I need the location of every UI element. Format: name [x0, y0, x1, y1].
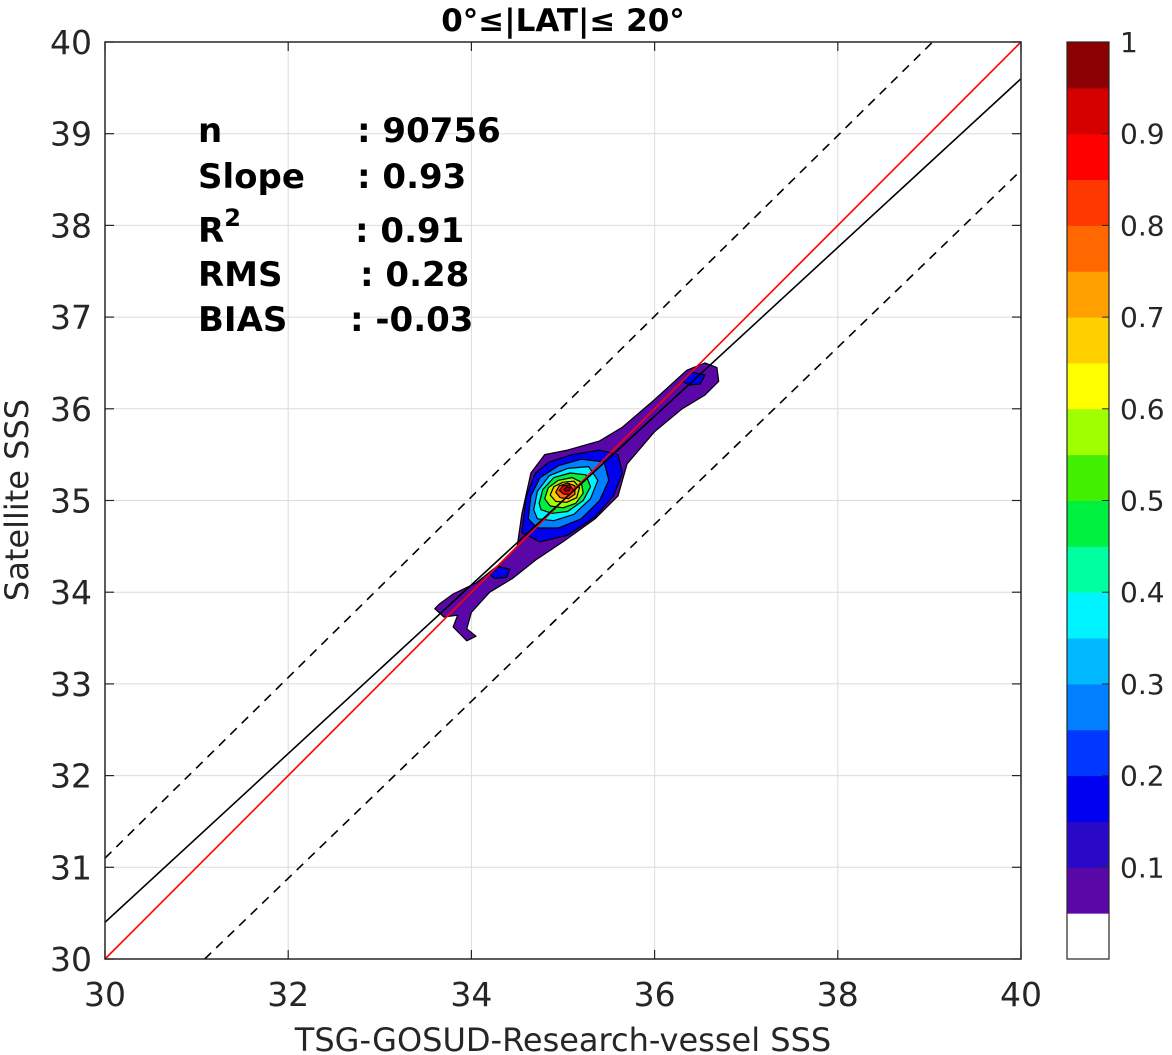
upper-line — [104, 41, 934, 859]
x-tick-label: 38 — [817, 975, 859, 1014]
colorbar-segment — [1067, 775, 1109, 822]
y-tick-label: 32 — [50, 757, 92, 796]
x-tick-label: 32 — [267, 975, 309, 1014]
x-tick-label: 34 — [450, 975, 492, 1014]
contour-layer — [434, 362, 720, 642]
colorbar-segment — [1067, 225, 1109, 272]
colorbar-segment — [1067, 729, 1109, 777]
stat-value: : 0.91 — [355, 211, 464, 251]
colorbar-tick-label: 0.2 — [1120, 760, 1165, 793]
colorbar-segment — [1067, 454, 1109, 501]
y-tick-label: 33 — [50, 665, 92, 704]
stat-value: : 90756 — [357, 111, 501, 151]
x-tick-label: 36 — [634, 975, 676, 1014]
colorbar-segment — [1067, 42, 1109, 89]
stat-label-superscript: 2 — [224, 204, 241, 232]
chart-title: 0°≤|LAT|≤ 20° — [441, 3, 685, 39]
colorbar-tick-label: 0.7 — [1120, 301, 1165, 334]
colorbar-segment — [1067, 592, 1109, 639]
y-tick-label: 40 — [50, 23, 92, 62]
colorbar-segment — [1067, 179, 1109, 226]
colorbar-segment — [1067, 913, 1109, 960]
colorbar-segment — [1067, 317, 1109, 364]
stat-label: Slope — [198, 157, 305, 197]
colorbar-segment — [1067, 133, 1109, 181]
y-tick-labels: 30 31 32 33 34 35 36 37 38 39 40 — [50, 23, 92, 979]
colorbar-segment — [1067, 683, 1109, 731]
stat-value: : -0.03 — [350, 300, 473, 340]
colorbar-segment — [1067, 500, 1109, 547]
x-tick-label: 40 — [1000, 975, 1042, 1014]
lower-line — [204, 169, 1022, 960]
contour-level-0.95 — [563, 486, 571, 492]
y-tick-label: 37 — [50, 298, 92, 337]
colorbar — [1066, 41, 1110, 960]
y-tick-label: 38 — [50, 206, 92, 245]
stat-label: BIAS — [198, 300, 287, 340]
stat-label: RMS — [198, 255, 283, 295]
colorbar-segment — [1067, 408, 1109, 456]
fit-line — [104, 78, 1022, 923]
y-axis-label: Satellite SSS — [0, 399, 36, 601]
y-tick-label: 34 — [50, 573, 92, 612]
x-tick-label: 30 — [84, 975, 126, 1014]
y-tick-label: 39 — [50, 115, 92, 154]
contour-level-0.15 — [489, 565, 511, 579]
y-tick-label: 30 — [50, 940, 92, 979]
colorbar-tick-label: 0.1 — [1120, 851, 1165, 884]
axis-ticks — [104, 41, 1022, 960]
colorbar-tick-label: 1 — [1120, 26, 1138, 59]
colorbar-tick-labels: 0.1 0.2 0.3 0.4 0.5 0.6 0.7 0.8 0.9 1 — [1120, 26, 1165, 884]
colorbar-segment — [1067, 821, 1109, 868]
x-axis-label: TSG-GOSUD-Research-vessel SSS — [294, 1021, 831, 1055]
colorbar-tick-label: 0.9 — [1120, 118, 1165, 151]
stat-value: : 0.93 — [357, 157, 466, 197]
stats-box: n : 90756 Slope : 0.93 R2 : 0.91 RMS : 0.28 BIAS… — [198, 111, 501, 340]
colorbar-segment — [1067, 867, 1109, 914]
colorbar-segment — [1067, 271, 1109, 318]
colorbar-segment — [1067, 546, 1109, 593]
colorbar-segment — [1067, 87, 1109, 135]
y-tick-label: 35 — [50, 482, 92, 521]
stat-label: n — [198, 111, 222, 151]
x-tick-labels: 30 32 34 36 38 40 — [84, 975, 1042, 1014]
colorbar-tick-label: 0.6 — [1120, 393, 1165, 426]
y-tick-label: 31 — [50, 848, 92, 887]
colorbar-tick-label: 0.5 — [1120, 485, 1165, 518]
colorbar-tick-label: 0.8 — [1120, 209, 1165, 242]
colorbar-segment — [1067, 362, 1109, 410]
colorbar-segment — [1067, 638, 1109, 685]
stat-label: R2 — [198, 204, 241, 251]
colorbar-tick-label: 0.4 — [1120, 576, 1165, 609]
y-tick-label: 36 — [50, 390, 92, 429]
colorbar-tick-label: 0.3 — [1120, 668, 1165, 701]
stat-value: : 0.28 — [360, 255, 469, 295]
line-layer — [104, 41, 1022, 960]
